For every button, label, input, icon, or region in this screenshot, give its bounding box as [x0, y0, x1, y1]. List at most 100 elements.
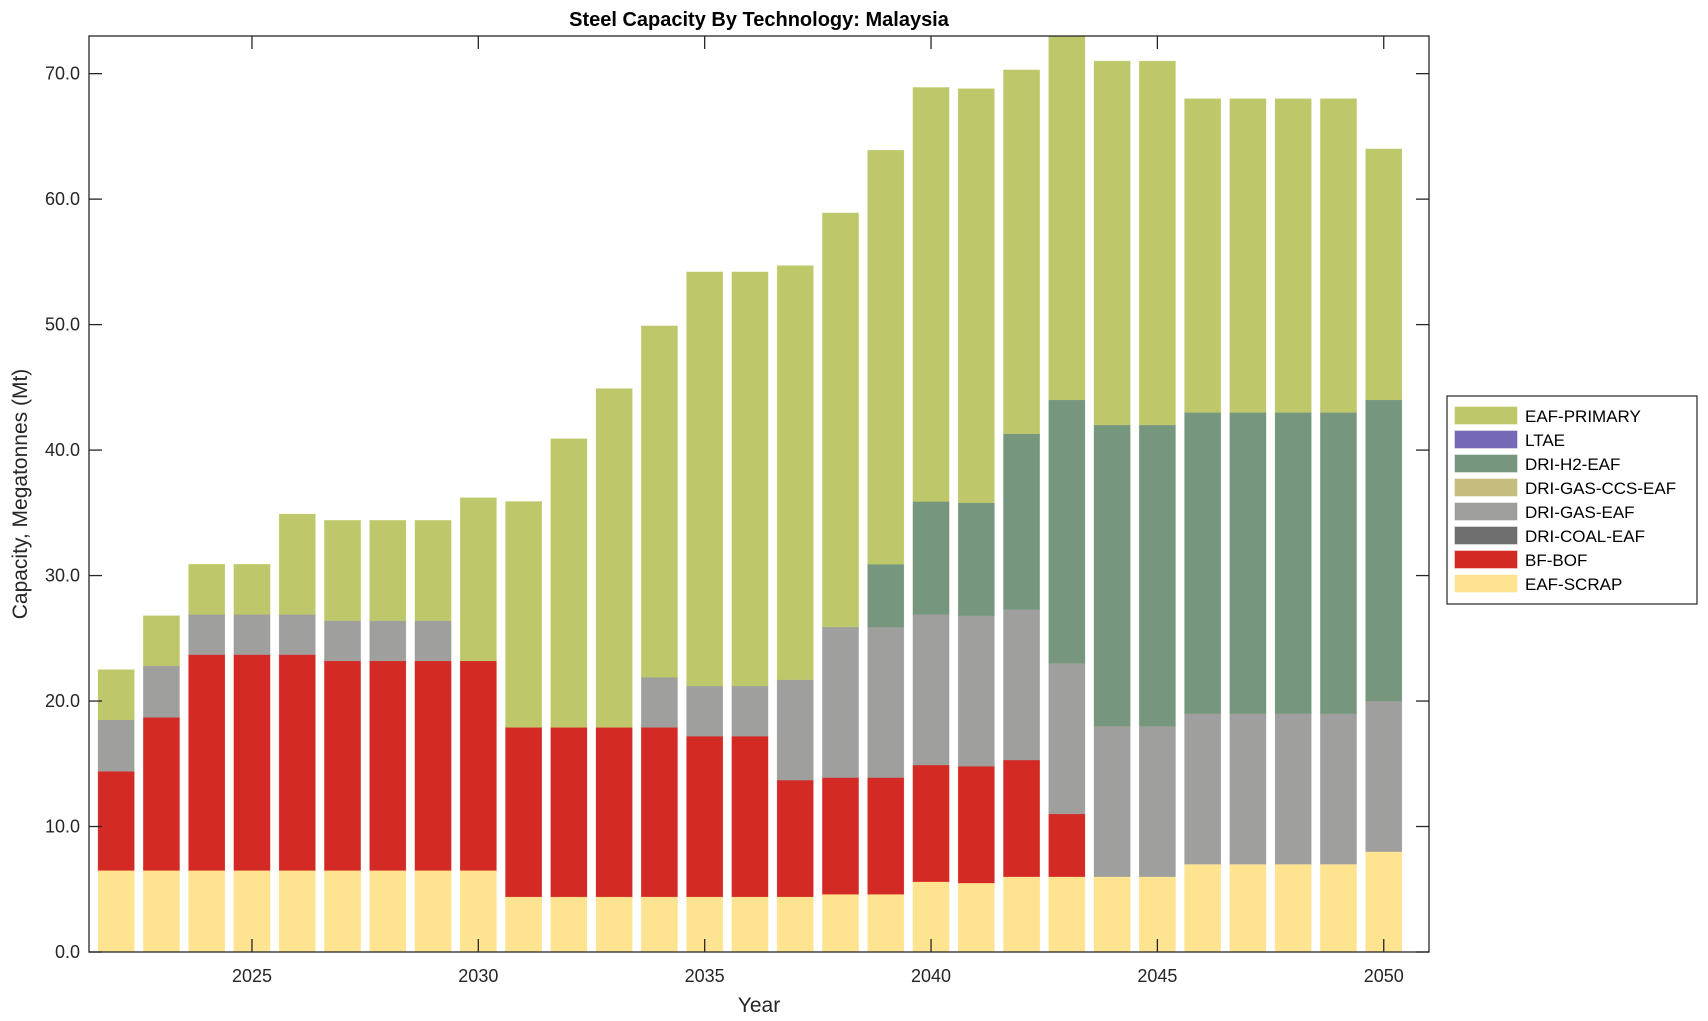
bar-segment-bf-bof-2038	[822, 777, 859, 895]
legend-swatch	[1454, 526, 1518, 545]
y-tick-label: 20.0	[45, 691, 80, 711]
bar-segment-eaf-primary-2037	[776, 265, 814, 680]
bar-segment-dri-gas-eaf-2040	[912, 614, 950, 766]
bar-segment-dri-gas-eaf-2042	[1003, 609, 1040, 761]
bars-group	[97, 35, 1403, 953]
legend-label: EAF-SCRAP	[1525, 575, 1622, 594]
legend-swatch	[1454, 406, 1518, 425]
legend-item-dri-gas-eaf[interactable]: DRI-GAS-EAF	[1454, 502, 1635, 522]
bar-segment-dri-h2-eaf-2050	[1365, 399, 1403, 702]
bar-segment-eaf-scrap-2024	[188, 870, 226, 953]
bar-segment-eaf-primary-2030	[459, 497, 497, 662]
bar-segment-bf-bof-2034	[641, 727, 678, 898]
bar-segment-bf-bof-2042	[1003, 759, 1040, 877]
bar-segment-eaf-scrap-2027	[324, 870, 361, 953]
bar-segment-bf-bof-2029	[414, 660, 452, 871]
bar-segment-dri-gas-eaf-2029	[414, 620, 452, 662]
bar-segment-dri-gas-eaf-2034	[641, 676, 678, 728]
legend-item-eaf-primary[interactable]: EAF-PRIMARY	[1454, 406, 1641, 426]
bar-segment-bf-bof-2026	[278, 654, 316, 871]
x-tick-label: 2025	[232, 966, 272, 986]
y-tick-label: 10.0	[45, 817, 80, 837]
legend-box	[1446, 395, 1698, 605]
y-tick-label: 0.0	[55, 942, 80, 962]
y-tick-label: 60.0	[45, 189, 80, 209]
legend-item-dri-gas-ccs-eaf[interactable]: DRI-GAS-CCS-EAF	[1454, 478, 1676, 498]
bar-segment-dri-gas-eaf-2036	[731, 685, 769, 737]
legend-swatch	[1454, 430, 1518, 449]
legend-item-ltae[interactable]: LTAE	[1454, 430, 1565, 450]
bar-segment-bf-bof-2023	[143, 717, 180, 871]
bar-segment-eaf-scrap-2025	[233, 870, 271, 953]
y-axis-label: Capacity, Megatonnes (Mt)	[9, 369, 32, 620]
bar-segment-bf-bof-2032	[550, 727, 588, 898]
bar-segment-bf-bof-2022	[97, 771, 135, 871]
x-tick-label: 2050	[1364, 966, 1404, 986]
bar-segment-eaf-primary-2026	[278, 513, 316, 615]
bar-segment-eaf-scrap-2032	[550, 896, 588, 953]
bar-segment-eaf-primary-2045	[1139, 60, 1176, 426]
legend-item-eaf-scrap[interactable]: EAF-SCRAP	[1454, 574, 1622, 594]
bar-segment-dri-gas-eaf-2045	[1139, 725, 1176, 877]
x-axis-label: Year	[738, 994, 780, 1017]
bar-segment-eaf-primary-2044	[1093, 60, 1131, 426]
bar-segment-dri-gas-eaf-2041	[957, 615, 995, 767]
legend-label: LTAE	[1525, 431, 1565, 450]
chart-title: Steel Capacity By Technology: Malaysia	[569, 9, 950, 31]
bar-segment-bf-bof-2039	[867, 777, 905, 895]
legend-label: BF-BOF	[1525, 551, 1587, 570]
bar-segment-eaf-primary-2033	[595, 388, 633, 728]
bar-segment-eaf-scrap-2043	[1048, 876, 1086, 953]
bar-segment-dri-h2-eaf-2049	[1320, 412, 1357, 714]
legend-item-dri-h2-eaf[interactable]: DRI-H2-EAF	[1454, 454, 1620, 474]
legend-label: DRI-H2-EAF	[1525, 455, 1620, 474]
bar-segment-eaf-primary-2034	[641, 325, 678, 678]
bar-segment-dri-gas-eaf-2022	[97, 719, 135, 772]
legend-item-dri-coal-eaf[interactable]: DRI-COAL-EAF	[1454, 526, 1645, 546]
legend[interactable]: EAF-PRIMARY LTAE DRI-H2-EAF DRI-GAS-CCS-EAF…	[1446, 395, 1698, 605]
bar-segment-eaf-scrap-2022	[97, 870, 135, 953]
bar-segment-dri-h2-eaf-2048	[1274, 412, 1312, 714]
y-axis: 0.0 10.0 20.0 30.0 40.0 50.0 60.0 70.0	[45, 64, 1429, 962]
bar-segment-dri-gas-eaf-2025	[233, 614, 271, 655]
bar-segment-bf-bof-2041	[957, 766, 995, 884]
bar-segment-dri-gas-eaf-2050	[1365, 700, 1403, 852]
bar-segment-eaf-primary-2046	[1184, 98, 1222, 413]
bar-segment-dri-gas-eaf-2039	[867, 626, 905, 778]
bar-segment-eaf-scrap-2034	[641, 896, 678, 953]
bar-segment-bf-bof-2036	[731, 735, 769, 898]
bar-segment-bf-bof-2031	[505, 727, 542, 898]
bar-segment-dri-gas-eaf-2049	[1320, 713, 1357, 865]
legend-label: DRI-COAL-EAF	[1525, 527, 1645, 546]
bar-segment-dri-gas-eaf-2046	[1184, 713, 1222, 865]
bar-segment-eaf-primary-2029	[414, 520, 452, 621]
bar-segment-eaf-primary-2035	[686, 271, 724, 687]
bar-segment-eaf-scrap-2044	[1093, 876, 1131, 953]
bar-segment-eaf-scrap-2047	[1229, 863, 1267, 953]
bar-segment-dri-gas-eaf-2028	[369, 620, 407, 662]
legend-item-bf-bof[interactable]: BF-BOF	[1454, 550, 1587, 570]
bar-segment-dri-h2-eaf-2045	[1139, 424, 1176, 727]
bar-segment-eaf-scrap-2050	[1365, 851, 1403, 953]
legend-swatch	[1454, 550, 1518, 569]
bar-segment-dri-h2-eaf-2040	[912, 501, 950, 615]
y-tick-label: 70.0	[45, 64, 80, 84]
bar-segment-eaf-primary-2028	[369, 520, 407, 621]
x-tick-label: 2035	[685, 966, 725, 986]
bar-segment-eaf-primary-2041	[957, 88, 995, 504]
bar-segment-dri-h2-eaf-2042	[1003, 433, 1040, 610]
bar-segment-dri-gas-eaf-2038	[822, 626, 859, 778]
bar-segment-bf-bof-2025	[233, 654, 271, 871]
x-tick-label: 2030	[458, 966, 498, 986]
bar-segment-dri-gas-eaf-2043	[1048, 663, 1086, 815]
bar-segment-dri-gas-eaf-2048	[1274, 713, 1312, 865]
bar-segment-eaf-primary-2040	[912, 87, 950, 502]
bar-segment-eaf-scrap-2038	[822, 894, 859, 953]
bar-segment-eaf-scrap-2030	[459, 870, 497, 953]
legend-label: DRI-GAS-EAF	[1525, 503, 1635, 522]
bar-segment-dri-gas-eaf-2035	[686, 685, 724, 737]
bar-segment-dri-h2-eaf-2041	[957, 502, 995, 616]
x-axis: 2025 2030 2035 2040 2045 2050	[232, 36, 1404, 986]
bar-segment-dri-h2-eaf-2044	[1093, 424, 1131, 727]
